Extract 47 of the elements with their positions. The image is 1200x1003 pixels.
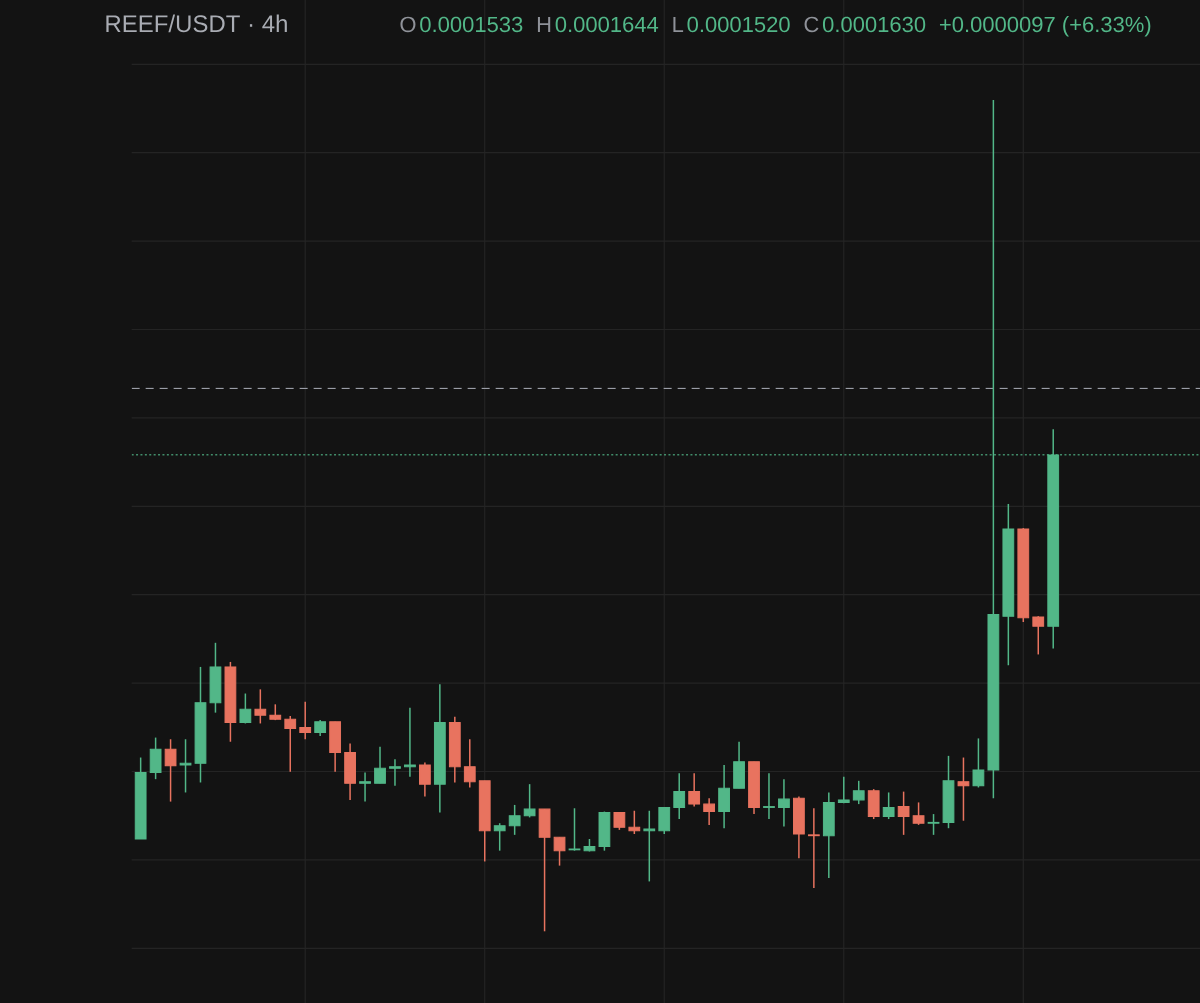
text: O <box>400 16 416 33</box>
candlestick <box>404 706 416 778</box>
candlestick <box>164 738 177 803</box>
candlestick <box>284 715 297 773</box>
candlestick <box>553 836 566 867</box>
candlestick <box>852 780 865 805</box>
candlestick <box>389 758 401 787</box>
text: H <box>537 16 551 32</box>
candlestick <box>763 772 775 820</box>
text: 0.0001533 <box>420 16 523 33</box>
candlestick <box>897 790 910 836</box>
candlestick <box>837 775 850 805</box>
text: 0.0001630 <box>822 16 926 33</box>
candlestick <box>718 764 730 829</box>
candlestick <box>927 813 940 836</box>
candlestick <box>1032 615 1045 656</box>
candlestick <box>658 806 671 835</box>
candlestick <box>493 822 506 852</box>
candlestick <box>374 745 386 785</box>
candlestick <box>239 692 252 725</box>
candlestick <box>703 797 716 826</box>
text: C <box>804 16 819 33</box>
candlestick <box>807 807 820 889</box>
candlestick <box>359 771 371 803</box>
text: +0.0000097 (+6.33%) <box>939 16 1151 37</box>
candlestick <box>912 801 925 826</box>
chart-title: REEF/USDT · 4h <box>106 14 287 33</box>
candlestick <box>523 783 536 819</box>
candlestick <box>463 738 476 789</box>
candlestick <box>688 772 701 808</box>
candlestick <box>673 772 686 820</box>
candlestick <box>508 804 521 836</box>
candlestick <box>972 737 985 789</box>
candlestick <box>149 736 162 780</box>
candlestick <box>254 688 267 725</box>
candlestick <box>299 701 312 740</box>
text: 0.0001644 <box>555 16 659 33</box>
candlestick <box>778 778 790 828</box>
text: L <box>673 16 684 32</box>
candlestick <box>643 810 656 883</box>
candlestick <box>568 807 581 852</box>
candlestick <box>882 791 895 820</box>
candlestick <box>957 756 970 822</box>
candlestick <box>179 738 192 794</box>
text: 0.0001520 <box>687 16 790 33</box>
candlestick <box>628 810 641 835</box>
candlestick <box>419 761 431 798</box>
